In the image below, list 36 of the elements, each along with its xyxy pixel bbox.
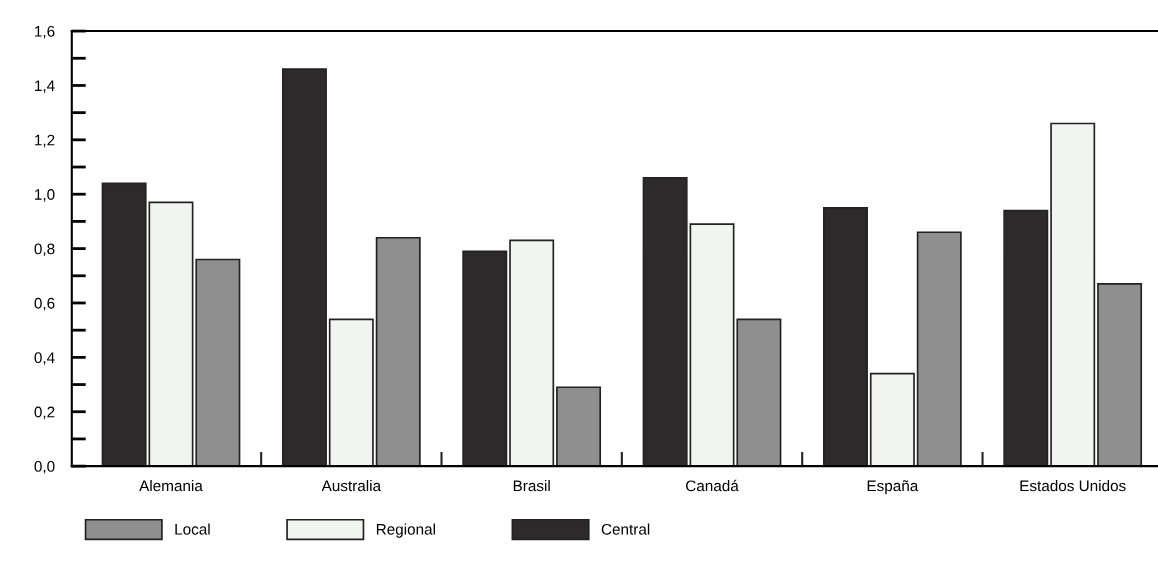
bar bbox=[736, 318, 782, 467]
legend-label: Central bbox=[601, 523, 650, 535]
bar bbox=[556, 386, 602, 467]
bar bbox=[1003, 209, 1049, 467]
bar bbox=[328, 318, 374, 467]
bar bbox=[195, 258, 241, 467]
bar bbox=[916, 231, 962, 467]
bar bbox=[1097, 283, 1143, 467]
bar bbox=[689, 223, 735, 467]
bar bbox=[822, 206, 868, 467]
y-tick-label: 1,0 bbox=[35, 189, 55, 202]
bar bbox=[375, 236, 421, 467]
bar bbox=[869, 372, 915, 467]
x-tick-label: Brasil bbox=[513, 480, 550, 492]
legend-label: Local bbox=[175, 523, 210, 535]
y-tick-label: 0,4 bbox=[34, 352, 55, 365]
x-tick-label: España bbox=[867, 480, 919, 495]
y-tick-label: 1,6 bbox=[35, 25, 55, 39]
y-tick-label: 0,6 bbox=[34, 297, 55, 311]
bar bbox=[101, 182, 147, 467]
x-tick-label: Alemania bbox=[139, 480, 203, 492]
bar bbox=[642, 177, 688, 467]
y-tick-label: 1,2 bbox=[35, 134, 55, 148]
bar bbox=[1050, 122, 1096, 467]
x-tick-label: Australia bbox=[321, 480, 382, 492]
x-tick-label: Canadá bbox=[686, 479, 739, 492]
bar bbox=[148, 201, 194, 467]
x-tick-label: Estados Unidos bbox=[1020, 480, 1126, 492]
y-tick-label: 0,0 bbox=[34, 460, 55, 474]
bar bbox=[281, 68, 327, 467]
y-tick-label: 0,2 bbox=[34, 406, 55, 420]
legend-label: Regional bbox=[376, 523, 435, 538]
bar bbox=[462, 250, 508, 467]
y-tick-label: 0,8 bbox=[34, 243, 55, 257]
y-tick-label: 1,4 bbox=[35, 80, 55, 93]
bar bbox=[509, 239, 555, 467]
